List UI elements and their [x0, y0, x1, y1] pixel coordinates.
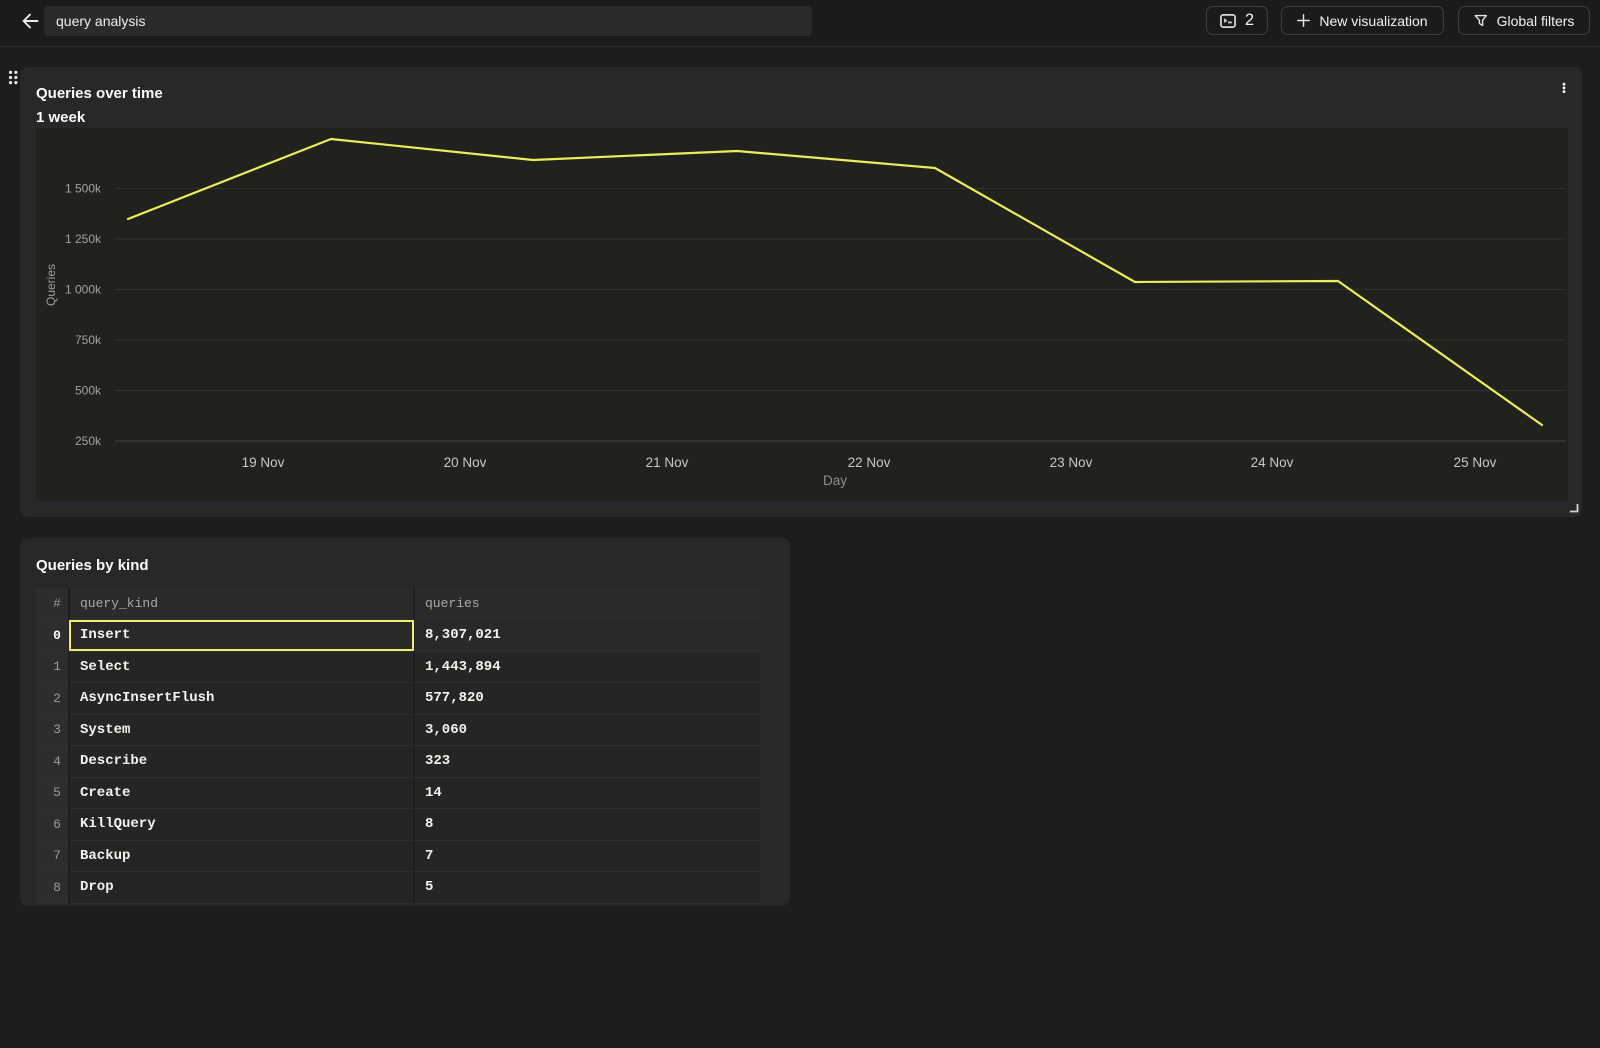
svg-text:25 Nov: 25 Nov [1454, 455, 1497, 470]
svg-text:21 Nov: 21 Nov [646, 455, 689, 470]
svg-text:24 Nov: 24 Nov [1251, 455, 1294, 470]
svg-text:1 500k: 1 500k [65, 182, 102, 196]
svg-text:Queries: Queries [44, 264, 58, 306]
svg-text:750k: 750k [75, 333, 102, 347]
svg-text:20 Nov: 20 Nov [444, 455, 487, 470]
svg-text:23 Nov: 23 Nov [1050, 455, 1093, 470]
svg-text:Day: Day [823, 473, 847, 488]
svg-text:500k: 500k [75, 384, 102, 398]
svg-text:22 Nov: 22 Nov [848, 455, 891, 470]
svg-text:1 250k: 1 250k [65, 232, 102, 246]
svg-text:19 Nov: 19 Nov [242, 455, 285, 470]
svg-text:250k: 250k [75, 434, 102, 448]
svg-text:1 000k: 1 000k [65, 283, 102, 297]
